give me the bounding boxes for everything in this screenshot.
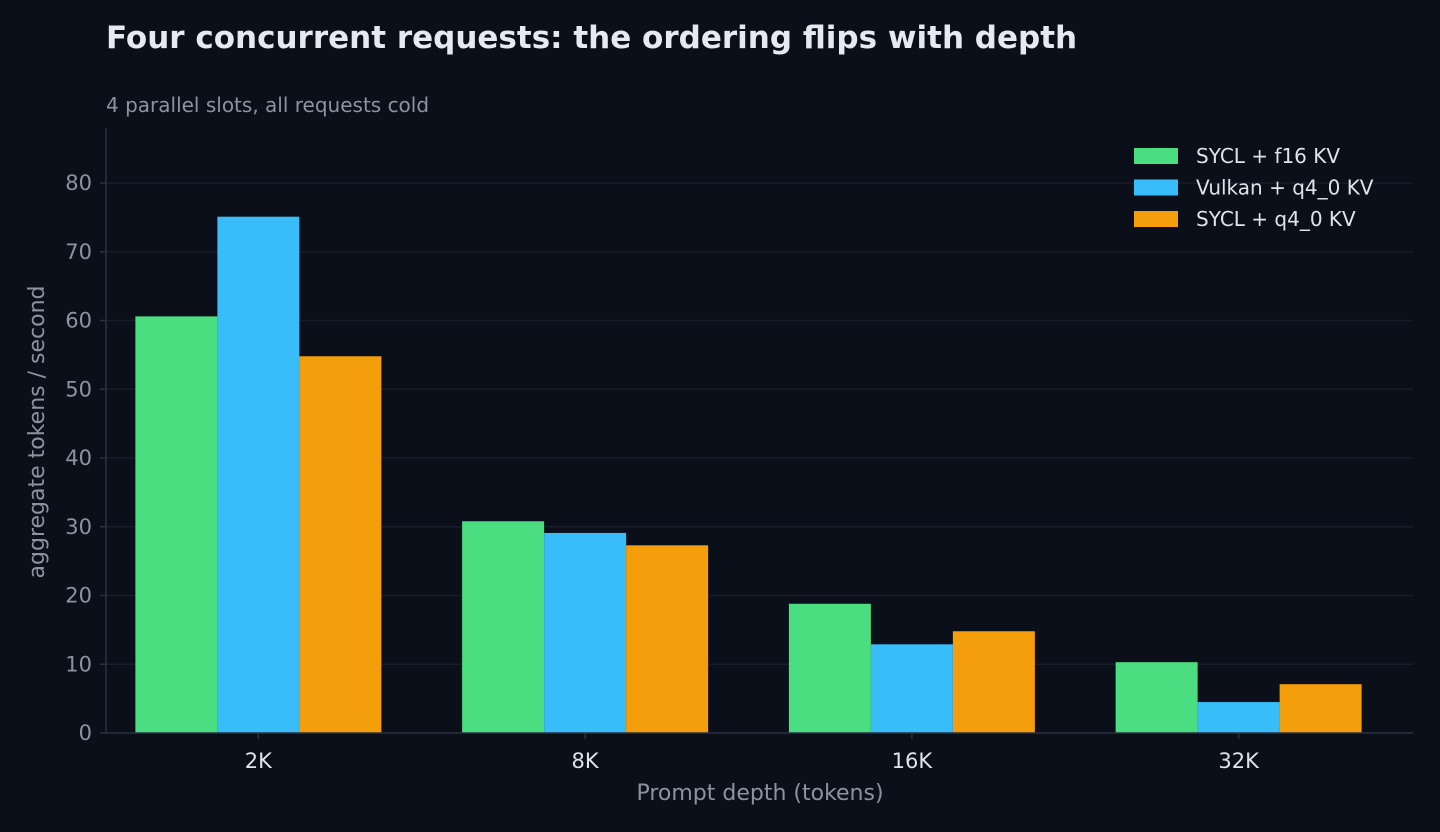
y-tick-label: 80 xyxy=(65,171,92,195)
bar-16k-series-1 xyxy=(788,603,871,733)
bar-32k-series-2 xyxy=(1197,702,1280,733)
bar-2k-series-3 xyxy=(299,356,382,733)
bar-8k-series-3 xyxy=(626,545,709,733)
x-axis-title: Prompt depth (tokens) xyxy=(636,781,883,806)
x-tick-label: 2K xyxy=(245,749,273,773)
legend-swatch xyxy=(1134,179,1178,196)
bar-8k-series-2 xyxy=(544,532,627,733)
x-tick-label: 8K xyxy=(572,749,600,773)
bar-32k-series-3 xyxy=(1279,684,1362,733)
legend-label: Vulkan + q4_0 KV xyxy=(1196,176,1374,200)
bar-2k-series-2 xyxy=(217,216,300,733)
legend-swatch xyxy=(1134,148,1178,164)
bar-16k-series-3 xyxy=(952,631,1035,733)
y-tick-label: 10 xyxy=(65,652,92,676)
axes xyxy=(105,128,1413,734)
y-tick-labels: 0 10 20 30 40 50 60 70 80 xyxy=(65,171,106,745)
bars xyxy=(135,216,1362,733)
y-tick-label: 30 xyxy=(65,515,92,539)
legend-swatch xyxy=(1134,211,1178,227)
y-tick-label: 40 xyxy=(65,446,92,470)
bar-16k-series-2 xyxy=(870,644,953,733)
y-tick-label: 70 xyxy=(65,240,92,264)
x-tick-label: 32K xyxy=(1218,749,1260,773)
bar-2k-series-1 xyxy=(135,316,218,733)
chart-title: Four concurrent requests: the ordering f… xyxy=(106,20,1078,56)
y-tick-label: 0 xyxy=(79,721,92,745)
y-tick-label: 60 xyxy=(65,309,92,333)
y-tick-label: 50 xyxy=(65,377,92,401)
bar-32k-series-1 xyxy=(1115,662,1198,733)
y-axis-title: aggregate tokens / second xyxy=(25,286,50,579)
chart-subtitle: 4 parallel slots, all requests cold xyxy=(106,93,430,117)
legend-label: SYCL + q4_0 KV xyxy=(1196,207,1356,231)
legend-label: SYCL + f16 KV xyxy=(1196,144,1340,168)
bar-8k-series-1 xyxy=(462,521,545,733)
x-tick-labels: 2K 8K 16K 32K xyxy=(245,733,1260,773)
legend: SYCL + f16 KV Vulkan + q4_0 KV SYCL + q4_0… xyxy=(1134,144,1374,231)
y-tick-label: 20 xyxy=(65,584,92,608)
x-tick-label: 16K xyxy=(892,749,934,773)
